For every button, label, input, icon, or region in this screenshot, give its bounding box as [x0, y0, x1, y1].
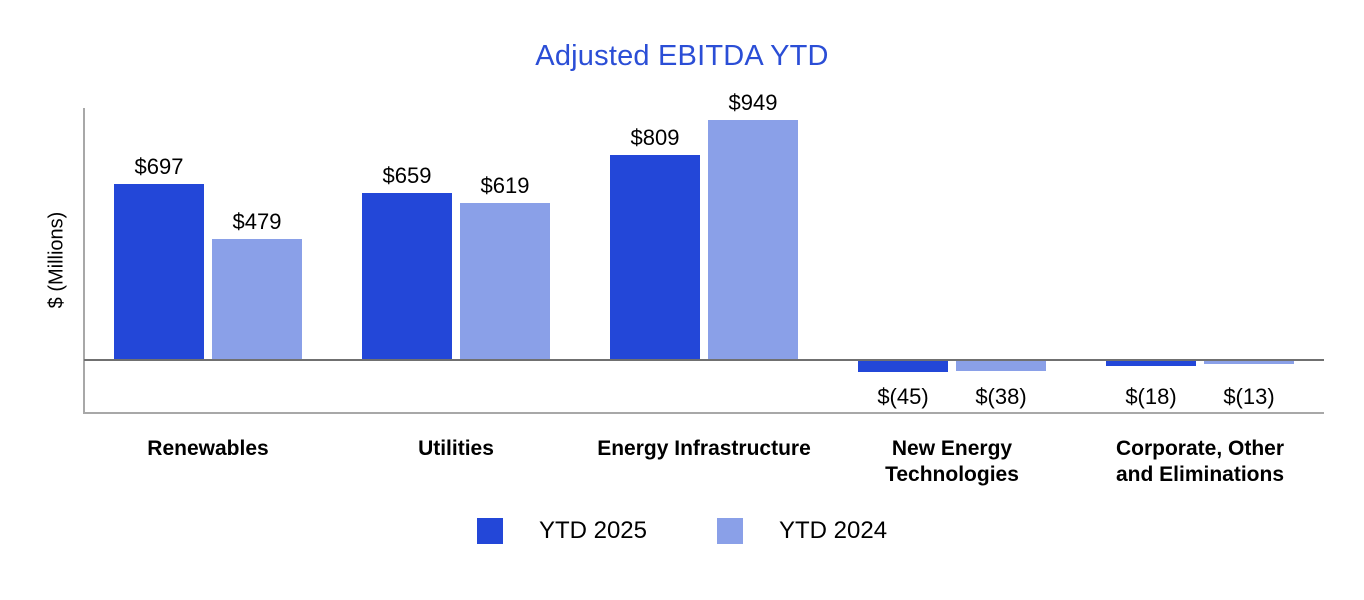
- bar-value-label: $697: [134, 154, 184, 179]
- legend-item-ytd-2024: YTD 2024: [717, 517, 887, 545]
- category-label: New Energy Technologies: [885, 437, 1019, 486]
- category-label: Energy Infrastructure: [597, 437, 811, 460]
- y-axis-line: [83, 108, 85, 414]
- category-label: Corporate, Other and Eliminations: [1115, 437, 1285, 486]
- bar-value-label: $(45): [877, 384, 929, 409]
- bar-value-label: $809: [630, 125, 680, 150]
- bar: [1204, 361, 1294, 364]
- category-label: Renewables: [147, 437, 269, 460]
- bar: [114, 184, 204, 360]
- y-axis-label: $ (Millions): [45, 211, 68, 309]
- bar: [708, 120, 798, 360]
- bar: [460, 203, 550, 360]
- bar-value-label: $619: [480, 173, 530, 198]
- legend-item-ytd-2025: YTD 2025: [476, 517, 647, 545]
- legend-label-ytd-2024: YTD 2024: [779, 517, 888, 544]
- bar: [858, 361, 948, 372]
- bar: [610, 155, 700, 360]
- plot-bottom-border: [84, 412, 1324, 414]
- zero-baseline: [84, 359, 1324, 361]
- bar-value-label: $(38): [975, 384, 1027, 409]
- bar-value-label: $479: [232, 209, 282, 234]
- bar: [362, 193, 452, 360]
- bar: [212, 239, 302, 360]
- legend-swatch-ytd-2024-icon: [717, 518, 743, 544]
- bar-value-label: $(18): [1125, 384, 1177, 409]
- legend-label-ytd-2025: YTD 2025: [538, 517, 647, 544]
- bar-value-label: $949: [728, 90, 778, 115]
- category-label: Utilities: [418, 437, 494, 460]
- legend-swatch-ytd-2025-icon: [476, 518, 503, 544]
- bar-value-label: $659: [382, 163, 432, 188]
- chart-legend: YTD 2025 YTD 2024: [0, 517, 1364, 545]
- bar: [956, 361, 1046, 371]
- bar-value-label: $(13): [1223, 384, 1275, 409]
- chart-title: Adjusted EBITDA YTD: [535, 40, 829, 72]
- bar: [1106, 361, 1196, 366]
